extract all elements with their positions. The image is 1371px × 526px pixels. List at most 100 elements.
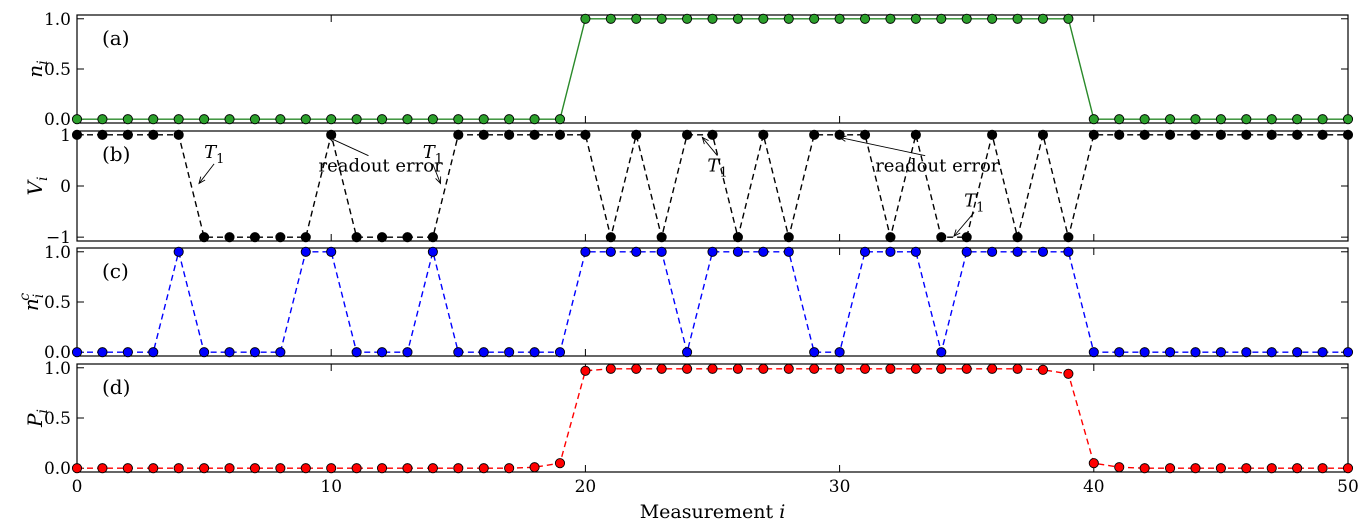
- data-point: [376, 232, 388, 243]
- data-point: [249, 232, 260, 243]
- data-point: [809, 129, 820, 140]
- data-point: [1088, 458, 1099, 469]
- data-point: [427, 463, 438, 474]
- data-point: [1317, 463, 1328, 474]
- data-point: [783, 363, 794, 374]
- data-point: [1317, 129, 1328, 140]
- y-tick-label: 1.0: [44, 359, 71, 379]
- data-point: [1037, 129, 1049, 140]
- data-point: [1114, 462, 1125, 473]
- y-axis-label: nic: [17, 293, 47, 311]
- data-point: [732, 363, 743, 374]
- data-point: [758, 363, 769, 374]
- data-point: [453, 463, 464, 474]
- data-point: [580, 246, 591, 257]
- axes-frame: [76, 363, 1349, 473]
- data-point: [682, 13, 693, 24]
- data-point: [1165, 347, 1176, 358]
- data-point: [1165, 463, 1176, 474]
- data-point: [1215, 463, 1226, 474]
- annotation-arrow: [701, 137, 718, 156]
- data-point: [224, 347, 235, 358]
- annotation-arrow: [198, 163, 215, 184]
- data-point: [122, 463, 133, 474]
- data-point: [1342, 114, 1354, 125]
- panel-d: 0.0 0.5 1.0 (d) Pi 0 10 20 30 40 50: [23, 359, 1359, 497]
- data-point: [936, 232, 947, 243]
- data-point: [605, 232, 616, 243]
- data-point: [656, 363, 667, 374]
- data-point: [1292, 114, 1303, 125]
- data-point: [402, 114, 413, 125]
- data-point: [1317, 347, 1328, 358]
- data-point: [936, 363, 947, 374]
- data-point: [1215, 347, 1226, 358]
- data-point: [987, 13, 998, 24]
- data-point: [682, 363, 693, 374]
- data-point: [453, 114, 464, 125]
- data-point: [1266, 347, 1277, 358]
- data-point: [1012, 232, 1023, 243]
- data-point: [529, 114, 540, 125]
- annotation-text: T1: [204, 142, 224, 167]
- data-point: [961, 363, 972, 374]
- data-point: [707, 13, 718, 24]
- data-point: [1292, 347, 1303, 358]
- data-point: [199, 232, 210, 243]
- data-point: [1317, 114, 1328, 125]
- data-point: [885, 246, 896, 257]
- y-tick-label: 0.5: [44, 60, 71, 80]
- data-point: [783, 13, 794, 24]
- y-tick-label: 0.0: [44, 110, 71, 130]
- data-point: [885, 232, 896, 243]
- data-point: [478, 347, 489, 358]
- data-point: [1012, 363, 1023, 374]
- y-axis-label: ni: [23, 60, 51, 77]
- data-point: [71, 347, 83, 358]
- annotation-text: T1: [964, 190, 984, 215]
- data-point: [631, 363, 642, 374]
- data-point: [554, 347, 566, 358]
- data-point: [1241, 129, 1252, 140]
- data-point: [300, 114, 311, 125]
- data-point: [199, 114, 210, 125]
- data-point: [1088, 114, 1099, 125]
- data-point: [732, 13, 743, 24]
- annotation-arrow: [328, 136, 369, 157]
- data-point: [809, 347, 820, 358]
- data-point: [453, 347, 464, 358]
- data-point: [1292, 129, 1303, 140]
- data-point: [1037, 364, 1049, 375]
- data-point: [936, 347, 947, 358]
- data-point: [605, 246, 616, 257]
- y-tick-label: −1: [46, 228, 71, 248]
- data-point: [529, 347, 540, 358]
- data-point: [834, 363, 845, 374]
- data-point: [1139, 347, 1150, 358]
- axes-frame: [76, 14, 1349, 124]
- data-point: [1063, 232, 1074, 243]
- y-tick-label: 0.5: [44, 409, 71, 429]
- data-point: [707, 129, 718, 140]
- data-point: [173, 463, 184, 474]
- y-tick-label: 1: [60, 126, 71, 146]
- data-point: [1241, 114, 1252, 125]
- data-point: [682, 129, 693, 140]
- data-point: [1165, 114, 1176, 125]
- data-point: [758, 246, 769, 257]
- x-tick-label: 40: [1083, 477, 1105, 497]
- data-point: [1114, 129, 1125, 140]
- annotation-arrowhead: [198, 176, 206, 185]
- x-tick-label: 20: [575, 477, 597, 497]
- data-point: [987, 129, 998, 140]
- data-point: [783, 232, 794, 243]
- data-point: [402, 463, 413, 474]
- panel-label: (b): [102, 142, 130, 166]
- panel-c: 0.0 0.5 1.0 (c) nic: [17, 243, 1354, 363]
- data-point: [275, 347, 286, 358]
- annotation-text: readout error: [875, 156, 1000, 177]
- data-point: [631, 246, 642, 257]
